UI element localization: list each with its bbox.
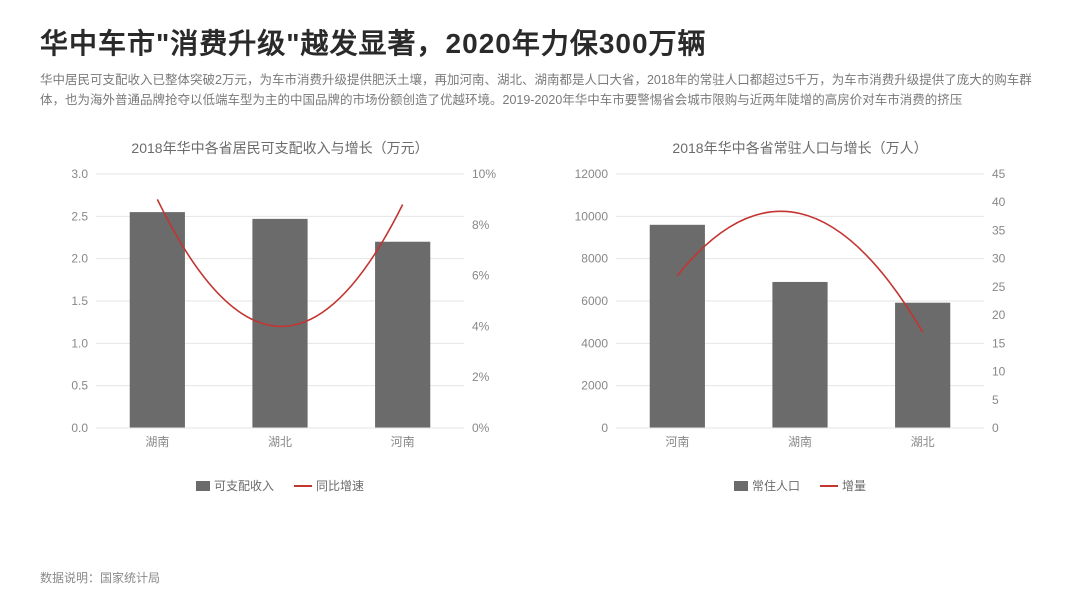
chart-population-legend: 常住人口 增量 (734, 477, 866, 494)
svg-text:4%: 4% (472, 319, 490, 333)
svg-text:12000: 12000 (575, 168, 609, 181)
legend-swatch-line (294, 485, 312, 487)
legend-item: 常住人口 (734, 477, 800, 494)
svg-text:2.0: 2.0 (71, 252, 88, 266)
svg-text:0.0: 0.0 (71, 421, 88, 435)
legend-swatch-line (820, 485, 838, 487)
legend-item: 可支配收入 (196, 477, 274, 494)
charts-row: 2018年华中各省居民可支配收入与增长（万元） 0.0 0.5 1.0 1.5 2.0 2… (40, 138, 1040, 494)
legend-swatch-bar (734, 481, 748, 491)
chart-population-body: 0 2000 4000 6000 8000 10000 12000 0 5 10 15 20 25 30 3… (570, 168, 1030, 473)
svg-text:6000: 6000 (581, 294, 608, 308)
svg-text:4000: 4000 (581, 336, 608, 350)
svg-text:40: 40 (992, 195, 1006, 209)
legend-item: 同比增速 (294, 477, 364, 494)
page-title: 华中车市"消费升级"越发显著，2020年力保300万辆 (40, 22, 1040, 62)
legend-label: 常住人口 (752, 477, 800, 494)
svg-text:5: 5 (992, 393, 999, 407)
svg-text:2000: 2000 (581, 379, 608, 393)
chart-income: 2018年华中各省居民可支配收入与增长（万元） 0.0 0.5 1.0 1.5 2.0 2… (40, 138, 520, 494)
svg-text:1.5: 1.5 (71, 294, 88, 308)
svg-text:0: 0 (992, 421, 999, 435)
svg-text:0%: 0% (472, 421, 490, 435)
svg-text:15: 15 (992, 336, 1006, 350)
chart-income-title: 2018年华中各省居民可支配收入与增长（万元） (131, 138, 428, 158)
svg-text:0.5: 0.5 (71, 379, 88, 393)
svg-text:8000: 8000 (581, 252, 608, 266)
svg-text:湖南: 湖南 (788, 434, 812, 449)
svg-text:0: 0 (601, 421, 608, 435)
chart-population: 2018年华中各省常驻人口与增长（万人） 0 2000 4000 6000 8000 10… (560, 138, 1040, 494)
chart-population-title: 2018年华中各省常驻人口与增长（万人） (672, 138, 927, 158)
legend-label: 增量 (842, 477, 866, 494)
svg-text:30: 30 (992, 252, 1006, 266)
legend-label: 可支配收入 (214, 477, 274, 494)
chart-income-legend: 可支配收入 同比增速 (196, 477, 364, 494)
svg-text:25: 25 (992, 280, 1006, 294)
chart-income-body: 0.0 0.5 1.0 1.5 2.0 2.5 3.0 0% 2% 4% 6% 8% 10% 湖南 湖北 河南 (50, 168, 510, 473)
svg-text:2%: 2% (472, 370, 490, 384)
svg-text:湖北: 湖北 (911, 434, 935, 449)
svg-text:10: 10 (992, 365, 1006, 379)
svg-text:河南: 河南 (665, 434, 689, 449)
svg-text:1.0: 1.0 (71, 336, 88, 350)
svg-text:3.0: 3.0 (71, 168, 88, 181)
svg-text:10000: 10000 (575, 209, 609, 223)
svg-text:20: 20 (992, 308, 1006, 322)
svg-text:6%: 6% (472, 269, 490, 283)
svg-text:8%: 8% (472, 218, 490, 232)
svg-text:湖南: 湖南 (145, 434, 169, 449)
svg-text:2.5: 2.5 (71, 209, 88, 223)
svg-text:10%: 10% (472, 168, 496, 181)
legend-label: 同比增速 (316, 477, 364, 494)
legend-item: 增量 (820, 477, 866, 494)
svg-text:45: 45 (992, 168, 1006, 181)
svg-text:湖北: 湖北 (268, 434, 292, 449)
svg-text:河南: 河南 (391, 434, 415, 449)
page-subtitle: 华中居民可支配收入已整体突破2万元，为车市消费升级提供肥沃土壤，再加河南、湖北、… (40, 70, 1040, 110)
footer-note: 数据说明：国家统计局 (40, 569, 160, 586)
svg-text:35: 35 (992, 223, 1006, 237)
legend-swatch-bar (196, 481, 210, 491)
